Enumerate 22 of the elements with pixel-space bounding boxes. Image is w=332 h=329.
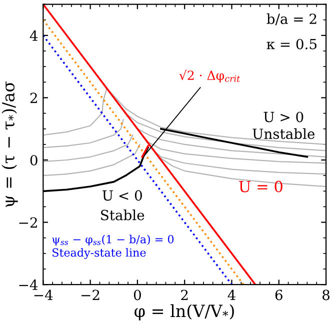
x-tick-label: 6 bbox=[275, 290, 282, 300]
y-tick-label: 2 bbox=[30, 92, 37, 103]
x-axis-title: φ = ln(V/V$_{*}$) bbox=[134, 304, 234, 320]
y-tick-label: −4 bbox=[19, 280, 38, 290]
series-label: ψ$_{ss}$ − φ$_{ss}$(1 − b/a) = 0 Steady-state line bbox=[52, 234, 174, 260]
y-tick-label: 0 bbox=[30, 154, 38, 166]
y-tick-label: 4 bbox=[30, 30, 38, 41]
text: √2 · Δφ$_{crit}$ bbox=[179, 70, 240, 82]
x-tick-label: −2 bbox=[82, 290, 100, 300]
x-tick-label: 8 bbox=[322, 290, 330, 300]
x-tick-label: 4 bbox=[228, 290, 236, 300]
y-tick-label: −2 bbox=[19, 217, 37, 228]
annotation: U < 0 bbox=[102, 190, 142, 201]
annotation: U > 0 bbox=[264, 112, 304, 122]
annotation: Stable bbox=[101, 210, 144, 220]
annotation: b/a = 2 bbox=[266, 13, 316, 26]
y-axis-title: ψ = (τ − τ$_{*}$)/aσ bbox=[2, 81, 18, 207]
text: U = 0 bbox=[239, 180, 282, 192]
annotation: κ = 0.5 bbox=[266, 38, 316, 50]
x-tick-label: 2 bbox=[181, 290, 188, 300]
annotation: Unstable bbox=[252, 128, 314, 140]
x-tick-label: 0 bbox=[134, 290, 141, 300]
